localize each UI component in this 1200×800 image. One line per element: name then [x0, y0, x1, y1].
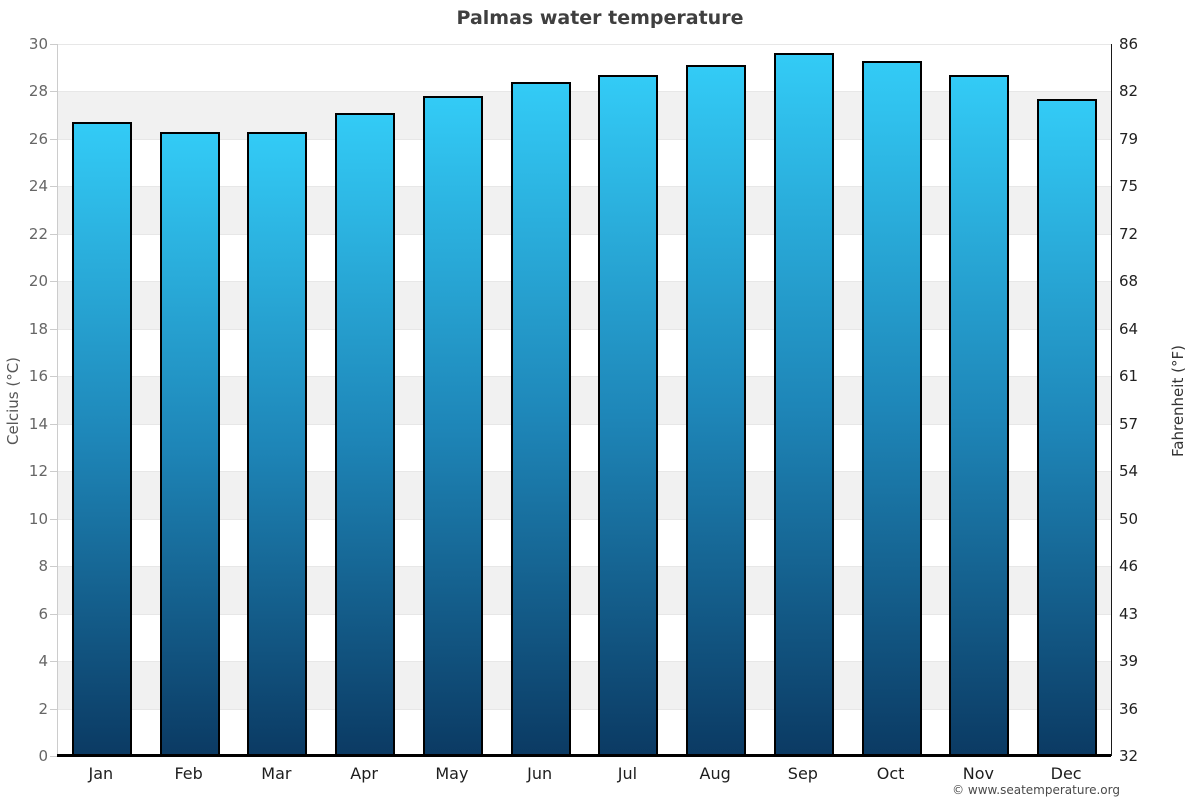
celsius-tick-label: 2: [38, 699, 48, 718]
celsius-tick-mark: [50, 756, 57, 757]
celsius-tick-mark: [50, 566, 57, 568]
grid-band: [58, 328, 1111, 377]
celsius-tick-label: 0: [38, 747, 48, 765]
fahrenheit-tick-label: 36: [1119, 699, 1139, 718]
month-label-mar: Mar: [261, 764, 292, 783]
celsius-tick-label: 18: [28, 319, 48, 338]
bar-aug: [686, 65, 747, 756]
plot-area: [57, 44, 1112, 756]
grid-band: [58, 44, 1111, 92]
fahrenheit-tick-label: 39: [1119, 652, 1139, 671]
month-label-oct: Oct: [876, 764, 905, 783]
bar-mar: [247, 131, 308, 756]
celsius-tick-label: 14: [28, 414, 48, 433]
month-label-may: May: [435, 764, 469, 783]
fahrenheit-tick-label: 72: [1119, 224, 1139, 243]
bar-feb: [159, 131, 220, 756]
grid-band: [58, 186, 1111, 234]
celsius-tick-mark: [50, 91, 57, 93]
celsius-tick-label: 4: [38, 652, 48, 671]
bar-apr: [335, 112, 396, 756]
celsius-tick-mark: [50, 708, 57, 710]
celsius-tick-label: 6: [38, 604, 48, 623]
fahrenheit-tick-label: 46: [1119, 557, 1139, 576]
celsius-tick-label: 24: [28, 177, 48, 196]
celsius-tick-mark: [50, 328, 57, 330]
month-label-jan: Jan: [88, 764, 114, 783]
celsius-tick-mark: [50, 376, 57, 378]
grid-band: [58, 518, 1111, 567]
fahrenheit-tick-label: 64: [1119, 319, 1139, 338]
celsius-tick-label: 8: [38, 557, 48, 576]
month-label-aug: Aug: [699, 764, 731, 783]
month-label-feb: Feb: [174, 764, 203, 783]
fahrenheit-tick-label: 32: [1119, 747, 1139, 765]
month-label-jun: Jun: [527, 764, 553, 783]
grid-band: [58, 91, 1111, 139]
grid-band: [58, 708, 1111, 756]
celsius-tick-mark: [50, 423, 57, 425]
celsius-tick-label: 28: [28, 82, 48, 101]
fahrenheit-tick-label: 57: [1119, 414, 1139, 433]
grid-band: [58, 566, 1111, 614]
fahrenheit-tick-label: 79: [1119, 129, 1139, 148]
bar-oct: [861, 60, 922, 756]
fahrenheit-tick-label: 68: [1119, 272, 1139, 291]
bar-sep: [773, 53, 834, 756]
fahrenheit-axis-title: Fahrenheit (°F): [1169, 345, 1187, 457]
celsius-tick-label: 22: [28, 224, 48, 243]
grid-band: [58, 233, 1111, 282]
fahrenheit-tick-label: 61: [1119, 367, 1139, 386]
celsius-tick-mark: [50, 661, 57, 663]
celsius-tick-mark: [50, 233, 57, 235]
celsius-tick-mark: [50, 186, 57, 188]
x-axis-line: [57, 754, 1111, 757]
month-label-nov: Nov: [962, 764, 994, 783]
copyright-text: © www.seatemperature.org: [952, 783, 1120, 797]
celsius-tick-label: 30: [28, 35, 48, 53]
bar-may: [422, 96, 483, 756]
celsius-tick-label: 16: [28, 367, 48, 386]
grid-band: [58, 613, 1111, 662]
fahrenheit-tick-label: 75: [1119, 177, 1139, 196]
grid-band: [58, 423, 1111, 472]
celsius-tick-mark: [50, 613, 57, 615]
fahrenheit-tick-label: 82: [1119, 82, 1139, 101]
month-label-dec: Dec: [1050, 764, 1082, 783]
celsius-tick-mark: [50, 138, 57, 140]
celsius-tick-mark: [50, 471, 57, 473]
celsius-tick-label: 12: [28, 462, 48, 481]
grid-band: [58, 661, 1111, 709]
celsius-tick-mark: [50, 44, 57, 45]
celsius-tick-label: 20: [28, 272, 48, 291]
grid-band: [58, 471, 1111, 519]
celsius-axis-title: Celcius (°C): [4, 356, 22, 446]
bar-jan: [71, 122, 132, 756]
chart-title: Palmas water temperature: [456, 7, 744, 29]
bar-dec: [1037, 98, 1098, 756]
month-label-jul: Jul: [617, 764, 638, 783]
grid-band: [58, 281, 1111, 329]
celsius-tick-mark: [50, 281, 57, 283]
month-label-sep: Sep: [787, 764, 818, 783]
fahrenheit-tick-label: 86: [1119, 35, 1139, 53]
grid-band: [58, 376, 1111, 424]
fahrenheit-tick-label: 43: [1119, 604, 1139, 623]
celsius-tick-mark: [50, 518, 57, 520]
bar-nov: [949, 74, 1010, 756]
fahrenheit-tick-label: 54: [1119, 462, 1139, 481]
fahrenheit-tick-label: 50: [1119, 509, 1139, 528]
celsius-tick-label: 26: [28, 129, 48, 148]
celsius-tick-label: 10: [28, 509, 48, 528]
bar-jun: [510, 81, 571, 756]
bar-jul: [598, 74, 659, 756]
month-label-apr: Apr: [350, 764, 378, 783]
grid-band: [58, 138, 1111, 187]
